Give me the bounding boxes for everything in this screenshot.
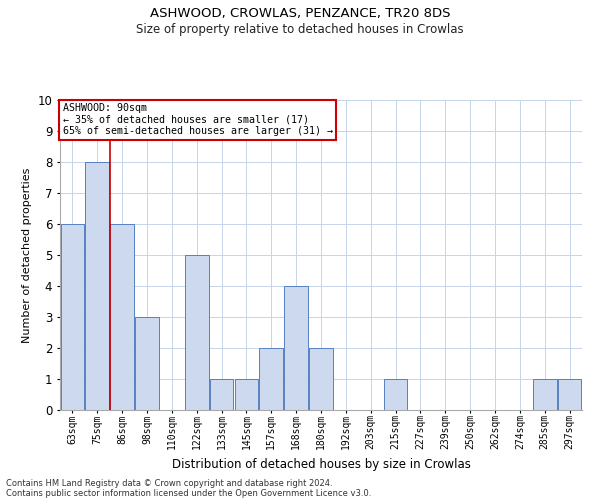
Bar xyxy=(61,224,84,410)
Text: ASHWOOD: 90sqm
← 35% of detached houses are smaller (17)
65% of semi-detached ho: ASHWOOD: 90sqm ← 35% of detached houses … xyxy=(62,103,332,136)
Text: Contains public sector information licensed under the Open Government Licence v3: Contains public sector information licen… xyxy=(6,488,371,498)
Text: Contains HM Land Registry data © Crown copyright and database right 2024.: Contains HM Land Registry data © Crown c… xyxy=(6,478,332,488)
Bar xyxy=(558,379,581,410)
Bar xyxy=(259,348,283,410)
Bar xyxy=(110,224,134,410)
Y-axis label: Number of detached properties: Number of detached properties xyxy=(22,168,32,342)
X-axis label: Distribution of detached houses by size in Crowlas: Distribution of detached houses by size … xyxy=(172,458,470,471)
Bar xyxy=(284,286,308,410)
Bar xyxy=(85,162,109,410)
Bar xyxy=(384,379,407,410)
Text: Size of property relative to detached houses in Crowlas: Size of property relative to detached ho… xyxy=(136,22,464,36)
Text: ASHWOOD, CROWLAS, PENZANCE, TR20 8DS: ASHWOOD, CROWLAS, PENZANCE, TR20 8DS xyxy=(150,8,450,20)
Bar xyxy=(235,379,258,410)
Bar xyxy=(533,379,557,410)
Bar xyxy=(210,379,233,410)
Bar xyxy=(185,255,209,410)
Bar xyxy=(135,317,159,410)
Bar xyxy=(309,348,333,410)
